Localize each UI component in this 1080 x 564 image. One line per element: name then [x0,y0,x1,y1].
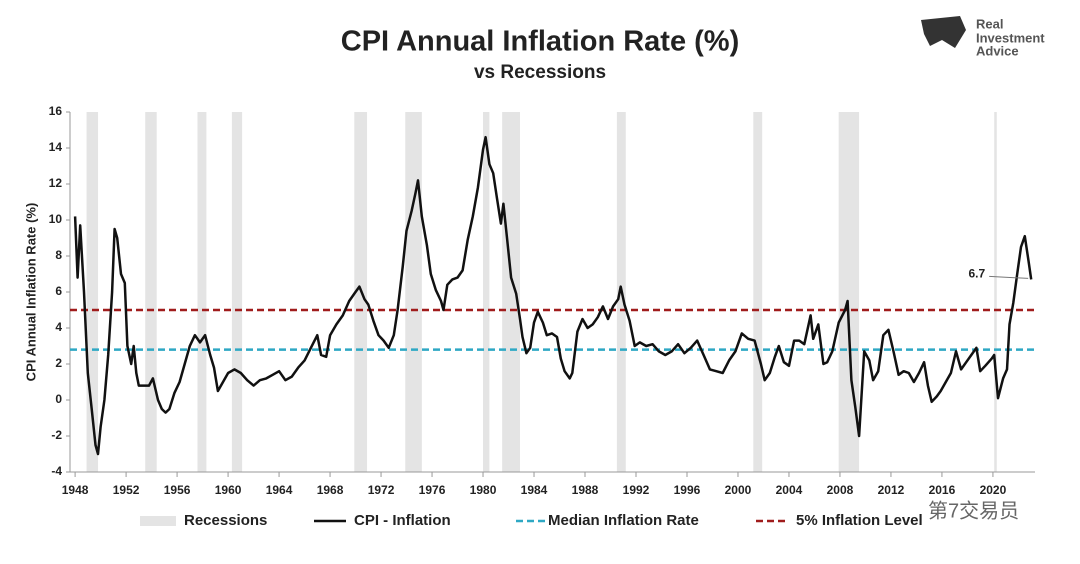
x-tick-label: 1976 [419,483,446,497]
x-tick-label: 1992 [623,483,650,497]
annotation-leader [989,275,1029,279]
x-tick-label: 1960 [215,483,242,497]
recession-band [405,112,422,472]
logo-text: Investment [976,30,1045,45]
x-tick-label: 2012 [878,483,905,497]
x-tick-label: 1984 [521,483,548,497]
legend-swatch [140,516,176,526]
x-tick-label: 2008 [827,483,854,497]
y-tick-label: 14 [49,140,63,154]
recession-band [838,112,860,472]
x-tick-label: 1956 [164,483,191,497]
logo-icon [921,16,966,48]
annotation-label: 6.7 [968,267,985,281]
x-tick-label: 2004 [776,483,803,497]
y-tick-label: -2 [51,428,62,442]
chart-title: CPI Annual Inflation Rate (%) [341,26,739,58]
x-tick-label: 2020 [980,483,1007,497]
recession-band [197,112,207,472]
x-tick-label: 1964 [266,483,293,497]
y-tick-label: 12 [49,176,63,190]
x-tick-label: 1972 [368,483,395,497]
y-tick-label: 2 [55,356,62,370]
recession-band [231,112,243,472]
y-tick-label: 10 [49,212,63,226]
legend-label: CPI - Inflation [354,512,451,529]
y-tick-label: 0 [55,392,62,406]
legend-label: 5% Inflation Level [796,512,923,529]
recession-band [753,112,763,472]
chart-subtitle: vs Recessions [474,62,606,83]
y-tick-label: 8 [55,248,62,262]
y-tick-label: 6 [55,284,62,298]
logo-text: Advice [976,43,1019,58]
x-tick-label: 1952 [113,483,140,497]
legend-label: Recessions [184,512,267,529]
y-axis-label: CPI Annual Inflation Rate (%) [23,203,38,382]
legend-label: Median Inflation Rate [548,512,699,529]
recession-band [502,112,520,472]
logo-text: Real [976,16,1003,31]
recession-band [483,112,490,472]
watermark: 第7交易员 [928,499,1019,522]
x-tick-label: 2000 [725,483,752,497]
x-tick-label: 2016 [929,483,956,497]
x-tick-label: 1968 [317,483,344,497]
x-tick-label: 1980 [470,483,497,497]
recession-band [145,112,157,472]
x-tick-label: 1996 [674,483,701,497]
y-tick-label: 16 [49,104,63,118]
recession-band [86,112,99,472]
x-tick-label: 1948 [62,483,89,497]
cpi-line [73,135,1033,456]
recession-band [994,112,997,472]
y-tick-label: -4 [51,464,62,478]
y-tick-label: 4 [55,320,62,334]
x-tick-label: 1988 [572,483,599,497]
